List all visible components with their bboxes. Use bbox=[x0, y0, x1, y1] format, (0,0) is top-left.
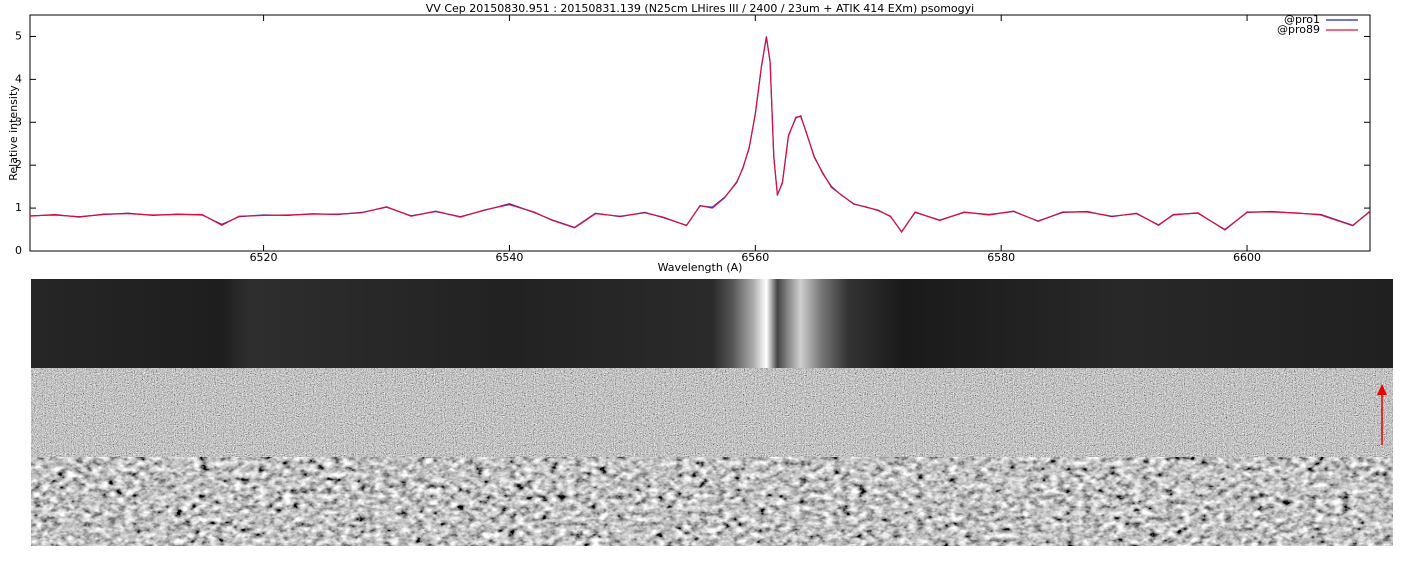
enhanced-image bbox=[31, 457, 1393, 546]
chart-title: VV Cep 20150830.951 : 20150831.139 (N25c… bbox=[426, 2, 974, 15]
y-tick-label: 4 bbox=[15, 72, 22, 85]
spectrum-image bbox=[31, 279, 1393, 368]
difference-image bbox=[31, 368, 1393, 457]
x-tick-label: 6560 bbox=[741, 251, 769, 264]
x-axis-label: Wavelength (A) bbox=[658, 261, 743, 274]
plot-frame bbox=[29, 14, 1371, 252]
red-arrow bbox=[1377, 384, 1387, 445]
x-tick-label: 6600 bbox=[1233, 251, 1261, 264]
x-tick-label: 6520 bbox=[250, 251, 278, 264]
legend-label: @pro1 bbox=[1284, 13, 1320, 26]
y-tick-label: 1 bbox=[15, 201, 22, 214]
y-tick-label: 3 bbox=[15, 115, 22, 128]
spectrum-line bbox=[29, 36, 1371, 233]
y-tick-label: 5 bbox=[15, 29, 22, 42]
x-tick-label: 6540 bbox=[495, 251, 523, 264]
x-tick-label: 6580 bbox=[987, 251, 1015, 264]
spectrum-line bbox=[29, 37, 1371, 234]
y-axis-label: Relative intensity bbox=[7, 85, 20, 181]
y-tick-label: 0 bbox=[15, 244, 22, 257]
legend-label: @pro89 bbox=[1277, 23, 1320, 36]
y-tick-label: 2 bbox=[15, 158, 22, 171]
